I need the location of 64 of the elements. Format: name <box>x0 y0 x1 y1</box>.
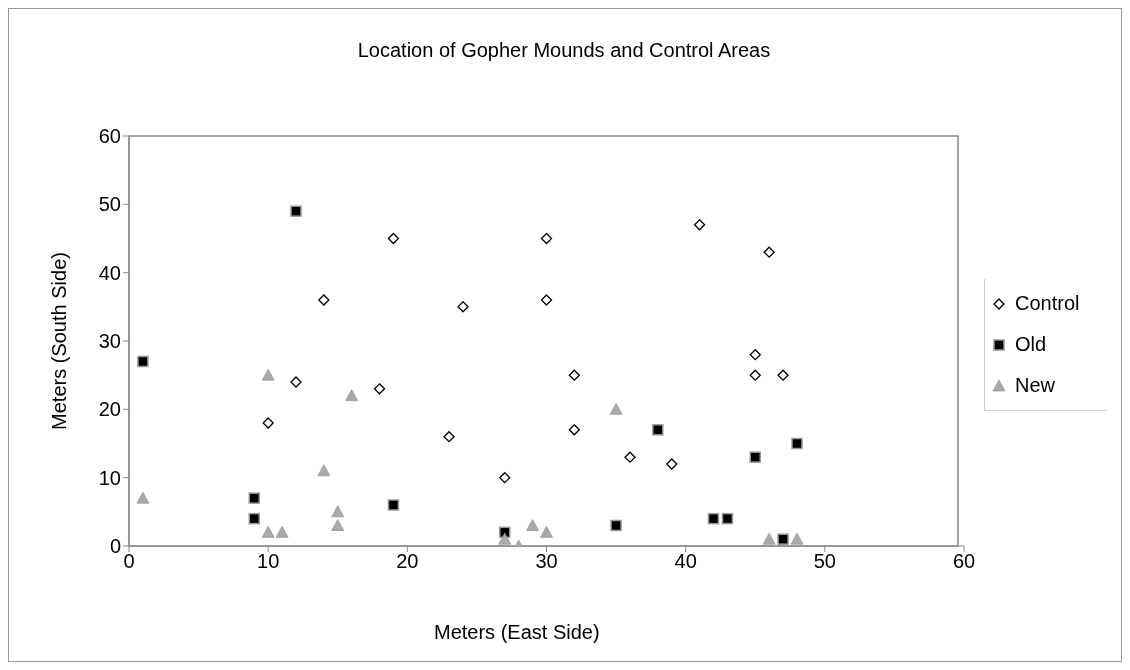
point <box>526 519 539 531</box>
point <box>261 525 275 538</box>
point <box>777 369 789 381</box>
point <box>609 402 623 415</box>
x-tick-label: 20 <box>396 550 419 573</box>
point <box>262 417 274 429</box>
point <box>373 383 386 395</box>
point <box>387 499 400 511</box>
point <box>499 472 511 484</box>
point <box>568 369 580 381</box>
point <box>763 246 775 258</box>
point <box>345 389 359 402</box>
point <box>498 532 512 545</box>
point <box>749 349 761 361</box>
point <box>610 519 622 532</box>
point <box>749 451 761 463</box>
point <box>457 301 469 313</box>
x-tick-label: 50 <box>813 550 836 573</box>
chart-title: Location of Gopher Mounds and Control Areas <box>356 39 772 62</box>
point <box>387 232 400 245</box>
point <box>540 232 553 245</box>
x-tick-label: 60 <box>952 550 976 573</box>
point <box>568 424 580 436</box>
legend-label: New <box>1015 374 1056 397</box>
point <box>331 519 345 531</box>
point <box>790 532 804 545</box>
legend-label: Old <box>1015 333 1047 356</box>
x-tick-label: 30 <box>535 550 558 573</box>
point <box>331 505 345 518</box>
point <box>540 294 553 306</box>
point <box>624 451 636 463</box>
point <box>261 368 275 381</box>
point <box>749 369 761 381</box>
point <box>540 525 553 538</box>
y-tick-label: 0 <box>109 535 121 558</box>
point <box>693 219 706 231</box>
y-tick-label: 60 <box>98 125 121 148</box>
point <box>721 512 734 525</box>
point <box>248 492 260 504</box>
point <box>443 431 455 443</box>
y-tick-label: 10 <box>98 466 121 489</box>
point <box>248 512 260 525</box>
point <box>318 294 330 306</box>
x-tick-label: 0 <box>123 550 135 573</box>
point <box>652 424 664 436</box>
point <box>707 512 720 525</box>
y-axis-title: Meters (South Side) <box>47 252 71 430</box>
point <box>666 458 678 470</box>
point <box>275 525 289 538</box>
point <box>791 437 803 450</box>
y-tick-label: 30 <box>98 330 121 353</box>
x-tick-label: 10 <box>257 550 280 573</box>
x-tick-label: 40 <box>674 550 697 573</box>
point <box>136 491 150 504</box>
point <box>762 532 776 545</box>
point <box>290 205 302 217</box>
x-axis-title: Meters (East Side) <box>434 621 600 644</box>
y-tick-label: 40 <box>98 261 121 284</box>
point <box>317 464 331 477</box>
y-tick-label: 50 <box>98 193 121 216</box>
legend-label: Control <box>1015 292 1080 315</box>
point <box>137 355 149 368</box>
point <box>777 533 789 545</box>
y-tick-label: 20 <box>98 398 121 421</box>
